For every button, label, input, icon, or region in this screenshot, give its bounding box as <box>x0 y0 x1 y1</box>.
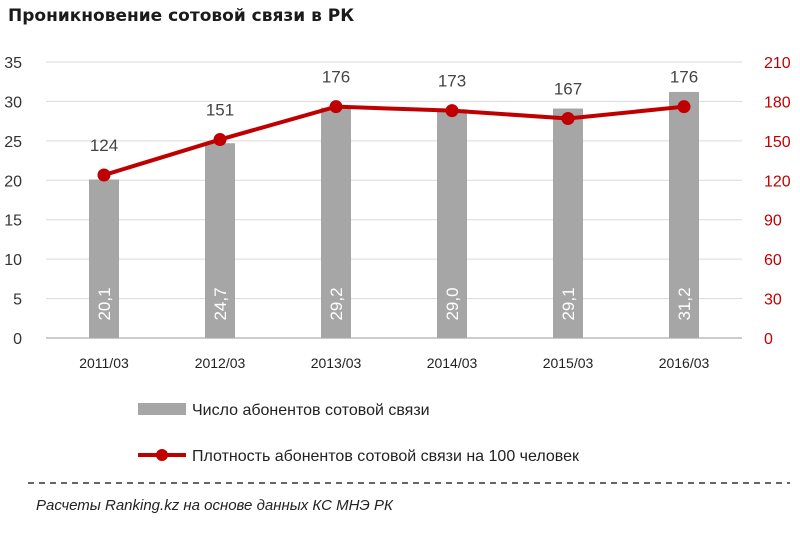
left-tick-label: 25 <box>4 134 22 151</box>
right-axis: 0 30 60 90 120 150 180 210 <box>764 55 791 348</box>
left-tick-label: 35 <box>4 55 22 72</box>
left-tick-label: 0 <box>13 331 22 348</box>
line-value-label: 167 <box>554 80 582 99</box>
bar <box>669 91 699 338</box>
bar-value-label: 29,1 <box>559 287 578 320</box>
x-tick-label: 2016/03 <box>659 355 710 371</box>
line-value-label: 151 <box>206 101 234 120</box>
series-line <box>103 104 685 177</box>
left-axis: 0 5 10 15 20 25 30 35 <box>4 55 22 348</box>
right-tick-label: 30 <box>764 292 782 309</box>
x-tick-label: 2012/03 <box>195 355 246 371</box>
legend-bar-label: Число абонентов сотовой связи <box>192 402 430 419</box>
right-tick-label: 120 <box>764 173 791 190</box>
line-point <box>213 133 227 147</box>
line-series: 124 151 176 173 167 176 <box>90 68 698 182</box>
bar-value-label: 29,0 <box>443 287 462 320</box>
line-point <box>445 104 459 118</box>
line-point <box>677 100 691 114</box>
line-point <box>329 100 343 114</box>
right-tick-label: 60 <box>764 252 782 269</box>
bar <box>437 109 467 338</box>
bar <box>553 108 583 338</box>
bar <box>321 107 351 338</box>
legend-bar-swatch <box>138 403 186 415</box>
legend-line-marker <box>156 449 168 461</box>
bar-value-label: 29,2 <box>327 287 346 320</box>
gridlines <box>46 61 742 339</box>
left-tick-label: 5 <box>13 292 22 309</box>
line-value-label: 173 <box>438 72 466 91</box>
x-tick-label: 2014/03 <box>427 355 478 371</box>
x-tick-label: 2011/03 <box>79 355 129 371</box>
legend: Число абонентов сотовой связи Плотность … <box>138 402 580 465</box>
line-value-label: 124 <box>90 136 118 155</box>
left-tick-label: 30 <box>4 94 22 111</box>
right-tick-label: 0 <box>764 331 773 348</box>
x-tick-label: 2013/03 <box>311 355 362 371</box>
legend-line-label: Плотность абонентов сотовой связи на 100… <box>192 448 580 465</box>
right-tick-label: 210 <box>764 55 791 72</box>
line-point <box>561 112 575 126</box>
bar-value-label: 31,2 <box>675 287 694 320</box>
left-tick-label: 20 <box>4 173 22 190</box>
right-tick-label: 90 <box>764 213 782 230</box>
bar-value-label: 24,7 <box>211 287 230 320</box>
left-tick-label: 15 <box>4 213 22 230</box>
x-axis: 2011/03 2012/03 2013/03 2014/03 2015/03 2016/… <box>79 355 709 371</box>
line-point <box>97 168 111 182</box>
line-value-label: 176 <box>322 68 350 87</box>
chart-title: Проникновение сотовой связи в РК <box>8 6 355 26</box>
bar-value-label: 20,1 <box>95 287 114 320</box>
x-tick-label: 2015/03 <box>543 355 594 371</box>
left-tick-label: 10 <box>4 252 22 269</box>
line-value-label: 176 <box>670 68 698 87</box>
right-tick-label: 180 <box>764 94 791 111</box>
right-tick-label: 150 <box>764 134 791 151</box>
bar-series: 20,1 24,7 29,2 29,0 29,1 31,2 <box>89 91 699 338</box>
bar <box>205 143 235 338</box>
bar <box>89 179 119 338</box>
source-note: Расчеты Ranking.kz на основе данных КС М… <box>36 497 393 514</box>
